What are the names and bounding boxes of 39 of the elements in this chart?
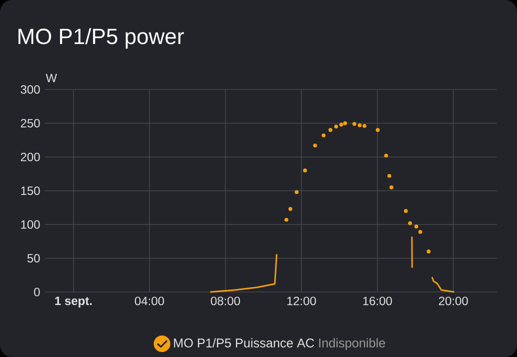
point bbox=[426, 250, 431, 254]
point bbox=[313, 144, 317, 148]
point bbox=[284, 218, 288, 222]
y-tick-label: 200 bbox=[20, 152, 40, 162]
y-tick-label: 300 bbox=[20, 85, 40, 94]
y-tick-label: 250 bbox=[20, 118, 40, 128]
point bbox=[303, 168, 307, 172]
x-tick-label: 20:00 bbox=[438, 296, 468, 306]
y-tick-label: 50 bbox=[27, 254, 40, 262]
point bbox=[376, 128, 380, 132]
point bbox=[358, 123, 362, 128]
point bbox=[389, 185, 394, 190]
point bbox=[387, 174, 392, 178]
point bbox=[418, 230, 422, 234]
legend-label: MO P1/P5 Puissance AC bbox=[174, 338, 314, 348]
point bbox=[322, 133, 326, 138]
x-tick-label: 16:00 bbox=[363, 296, 392, 306]
point bbox=[294, 190, 299, 194]
x-tick-label: 04:00 bbox=[134, 296, 164, 306]
point bbox=[414, 224, 418, 228]
y-tick-label: 0 bbox=[34, 288, 40, 296]
point bbox=[404, 209, 408, 213]
x-tick-label: 1 sept. bbox=[55, 296, 92, 308]
x-tick-label: 12:00 bbox=[287, 296, 316, 306]
point bbox=[362, 124, 366, 128]
point bbox=[328, 128, 332, 132]
point bbox=[339, 122, 344, 127]
y-tick-label: 100 bbox=[21, 220, 40, 229]
x-tick-label: 08:00 bbox=[210, 296, 240, 306]
chart-title: MO P1/P5 power bbox=[18, 28, 184, 49]
point bbox=[384, 154, 388, 158]
point bbox=[288, 207, 292, 211]
point bbox=[343, 121, 348, 126]
point bbox=[352, 122, 356, 126]
text: Indisponible bbox=[319, 338, 386, 350]
y-axis-title: W bbox=[46, 74, 58, 82]
point bbox=[334, 124, 338, 129]
y-tick-label: 150 bbox=[21, 186, 40, 195]
point bbox=[408, 221, 412, 226]
